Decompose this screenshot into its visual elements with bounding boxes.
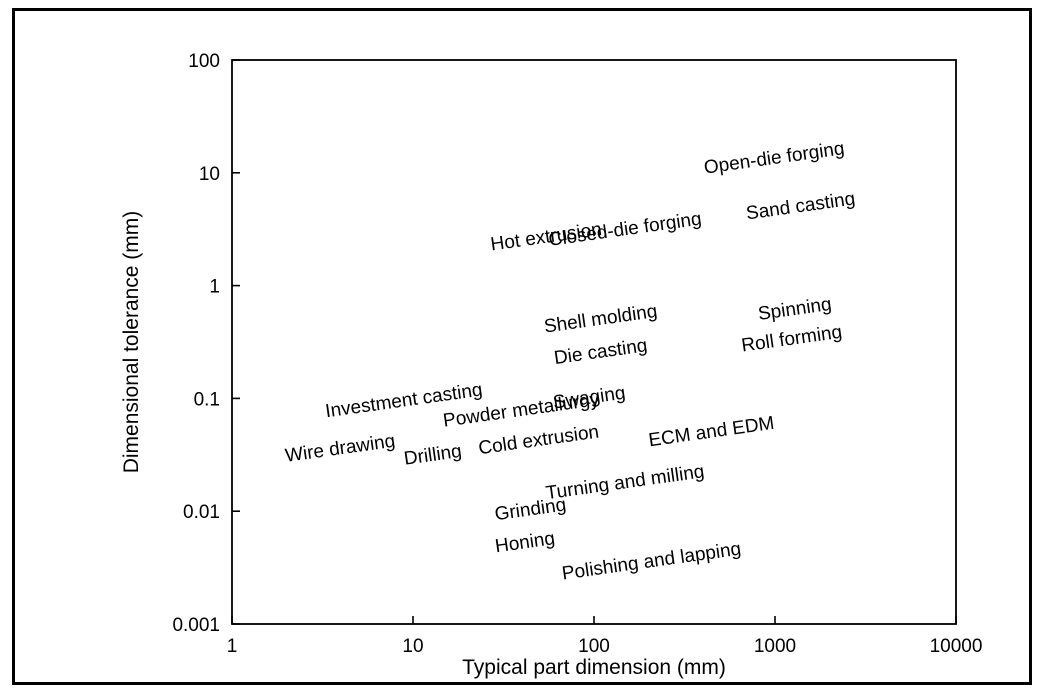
y-tick-label: 0.01 bbox=[183, 502, 220, 523]
y-tick-label: 1 bbox=[209, 277, 220, 298]
process-label: Shell molding bbox=[543, 301, 659, 338]
process-label: Spinning bbox=[757, 294, 833, 325]
y-tick-label: 100 bbox=[188, 51, 220, 72]
tick-labels: 1 10 100 1000 10000 0.001 0.01 0.1 1 10 100 bbox=[172, 51, 982, 657]
process-label: Honing bbox=[494, 528, 557, 557]
x-tick-label: 1 bbox=[227, 636, 238, 657]
process-label: Cold extrusion bbox=[477, 422, 600, 460]
process-label: ECM and EDM bbox=[647, 413, 775, 451]
process-label: Polishing and lapping bbox=[561, 539, 743, 585]
process-label: Turning and milling bbox=[545, 461, 706, 504]
process-label: Grinding bbox=[493, 494, 567, 525]
process-label: Die casting bbox=[553, 335, 649, 369]
y-axis-title: Dimensional tolerance (mm) bbox=[120, 211, 143, 474]
x-tick-label: 10 bbox=[402, 636, 423, 657]
x-tick-label: 10000 bbox=[930, 636, 983, 657]
chart-frame bbox=[12, 8, 1032, 685]
process-label: Sand casting bbox=[745, 188, 857, 224]
x-tick-label: 100 bbox=[578, 636, 610, 657]
process-label: Open-die forging bbox=[703, 138, 846, 178]
axis-ticks bbox=[231, 59, 957, 625]
process-label: Wire drawing bbox=[284, 431, 397, 467]
y-tick-label: 0.1 bbox=[194, 389, 220, 410]
x-tick-label: 1000 bbox=[754, 636, 796, 657]
y-tick-label: 0.001 bbox=[172, 615, 220, 636]
x-axis-title: Typical part dimension (mm) bbox=[462, 656, 726, 679]
process-label: Closed-die forging bbox=[547, 209, 703, 251]
process-label: Drilling bbox=[403, 441, 463, 470]
y-tick-label: 10 bbox=[199, 164, 220, 185]
process-label: Roll forming bbox=[740, 322, 843, 357]
